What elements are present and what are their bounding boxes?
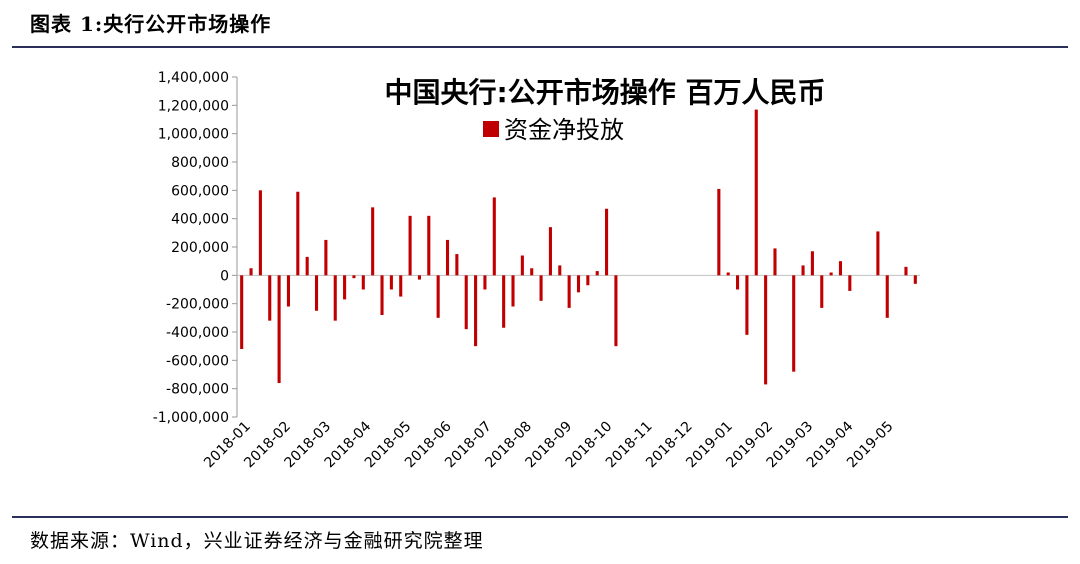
bar — [530, 268, 534, 276]
bar — [455, 254, 459, 276]
bar — [389, 275, 393, 290]
chart-title: 中国央行:公开市场操作 百万人民币 — [385, 76, 826, 109]
bar — [249, 268, 253, 276]
bar-chart: 中国央行:公开市场操作 百万人民币 资金净投放 1,400,000 1,200,0… — [153, 70, 920, 471]
bar — [324, 239, 328, 276]
bar — [876, 231, 880, 276]
bar — [548, 227, 552, 276]
bar — [305, 256, 309, 276]
bar — [913, 275, 917, 284]
y-tick-label: -600,000 — [166, 353, 229, 369]
y-tick-label: 1,400,000 — [158, 70, 229, 86]
bar — [343, 275, 347, 300]
y-tick-label: 400,000 — [171, 212, 229, 228]
bar — [240, 275, 244, 349]
bar — [314, 275, 319, 311]
bar — [717, 188, 721, 276]
bar — [502, 275, 506, 328]
bar — [586, 275, 590, 286]
bar — [567, 275, 571, 308]
bar — [576, 275, 581, 293]
bar — [277, 275, 281, 383]
bar — [801, 265, 805, 276]
bar — [399, 275, 403, 297]
bar — [408, 215, 412, 276]
bar — [595, 271, 599, 276]
bar — [838, 261, 843, 276]
x-axis: 2018-012018-022018-032018-042018-052018-… — [201, 418, 897, 471]
y-tick-label: -1,000,000 — [153, 410, 229, 426]
bar — [352, 275, 356, 279]
bar — [745, 275, 749, 335]
bar — [820, 275, 824, 308]
y-tick-label: -400,000 — [166, 325, 229, 341]
bar — [726, 272, 730, 276]
bar — [539, 275, 543, 301]
bar — [848, 275, 852, 291]
bar — [754, 109, 758, 276]
bar — [829, 272, 833, 276]
bar — [492, 197, 496, 276]
legend-label: 资金净投放 — [504, 116, 624, 144]
bar — [380, 275, 384, 315]
legend-swatch — [483, 121, 499, 137]
bar — [885, 275, 889, 318]
y-tick-label: 200,000 — [171, 240, 229, 256]
y-tick-label: -200,000 — [166, 297, 229, 313]
bar — [333, 275, 337, 321]
bar — [614, 275, 618, 347]
source-note: 数据来源：Wind，兴业证券经济与金融研究院整理 — [30, 530, 484, 552]
bar — [904, 266, 908, 276]
bar — [520, 255, 524, 276]
bar — [445, 239, 450, 276]
y-tick-label: 1,000,000 — [158, 127, 229, 143]
bar — [511, 275, 515, 307]
bar — [436, 275, 440, 318]
bar — [296, 191, 300, 276]
bar — [474, 275, 478, 347]
bar — [427, 215, 431, 276]
y-tick-label: 0 — [220, 268, 229, 284]
bar — [810, 251, 814, 276]
bar — [792, 275, 796, 372]
bar — [464, 275, 468, 330]
bar-series — [240, 109, 917, 385]
bar — [286, 275, 291, 307]
y-axis: 1,400,000 1,200,000 1,000,000 800,000 600,00… — [153, 70, 920, 426]
bar — [361, 275, 365, 290]
y-tick-label: 600,000 — [171, 183, 229, 199]
bar — [764, 275, 768, 385]
bar — [736, 275, 740, 290]
bar — [483, 275, 487, 290]
bar — [558, 265, 562, 276]
bottom-rule — [12, 516, 1068, 518]
bar — [773, 248, 777, 276]
top-rule — [12, 46, 1068, 48]
y-tick-label: 1,200,000 — [158, 98, 229, 114]
bar — [268, 275, 272, 321]
bar — [371, 207, 375, 276]
bar — [258, 190, 262, 276]
bar — [605, 208, 609, 276]
bar — [417, 275, 421, 280]
y-tick-label: 800,000 — [171, 155, 229, 171]
figure-caption: 图表 1:央行公开市场操作 — [30, 12, 272, 36]
y-tick-label: -800,000 — [166, 382, 229, 398]
